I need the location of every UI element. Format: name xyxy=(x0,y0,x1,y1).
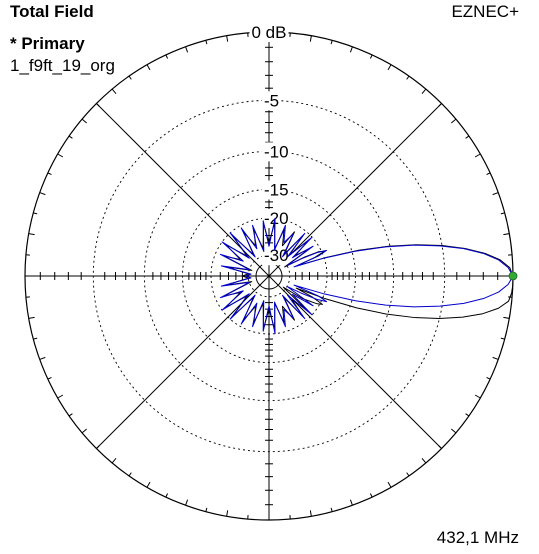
ring-label-6: -30 xyxy=(264,246,289,265)
ring-label-5: -20 xyxy=(264,209,289,228)
pattern-trace-2 xyxy=(219,217,514,335)
angle-tick xyxy=(438,445,442,449)
angle-tick xyxy=(226,510,229,517)
angle-tick xyxy=(500,212,505,215)
angle-tick xyxy=(492,192,499,196)
angle-tick xyxy=(492,356,499,360)
ring-label-3: -10 xyxy=(264,142,289,161)
angle-tick xyxy=(369,493,373,498)
angle-tick xyxy=(500,337,505,340)
angle-tick xyxy=(387,481,392,488)
angle-tick xyxy=(81,428,88,434)
angle-tick xyxy=(205,507,208,512)
angle-tick xyxy=(146,481,151,488)
angle-tick xyxy=(450,118,457,124)
angle-tick xyxy=(128,472,132,477)
angle-tick xyxy=(68,135,73,139)
angle-tick xyxy=(111,88,117,95)
angle-tick xyxy=(465,135,470,139)
angle-tick xyxy=(349,46,353,53)
angle-tick xyxy=(309,510,312,517)
trace-name-label: 1_f9ft_19_org xyxy=(10,56,115,75)
ring-label-bg xyxy=(262,91,282,111)
ring-label-2: -5 xyxy=(264,91,279,110)
ring-label-bg xyxy=(262,246,291,266)
ring-label-1: 0 dB xyxy=(252,23,287,42)
angle-tick xyxy=(474,394,481,399)
angle-tick xyxy=(28,316,35,319)
frequency-label: 432,1 MHz xyxy=(436,528,519,547)
angle-tick xyxy=(96,103,100,107)
angle-tick xyxy=(205,40,208,45)
angle-tick xyxy=(474,153,481,158)
brand-label: EZNEC+ xyxy=(451,2,519,21)
angle-tick xyxy=(503,233,510,236)
ring-label-4: -15 xyxy=(264,180,289,199)
ring-label-bg xyxy=(249,23,289,42)
angle-tick xyxy=(421,88,427,95)
angle-tick xyxy=(111,457,117,464)
angle-tick xyxy=(330,507,333,512)
ring-label-bg xyxy=(262,180,291,200)
spoke-315 xyxy=(268,275,442,449)
primary-trace-label: * Primary xyxy=(10,34,85,53)
angle-tick xyxy=(406,472,410,477)
angle-tick xyxy=(47,376,52,380)
angle-tick xyxy=(503,316,510,319)
angle-tick xyxy=(369,54,373,59)
max-gain-marker xyxy=(508,271,518,281)
angle-tick xyxy=(185,46,189,53)
angle-tick xyxy=(96,445,100,449)
angle-tick xyxy=(165,54,169,59)
angle-tick xyxy=(185,499,189,506)
ring-label-bg xyxy=(262,142,291,162)
angle-tick xyxy=(28,233,35,236)
angle-tick xyxy=(387,64,392,71)
angle-tick xyxy=(146,64,151,71)
angle-tick xyxy=(165,493,169,498)
angle-tick xyxy=(47,172,52,176)
angle-tick xyxy=(33,212,38,215)
angle-tick xyxy=(39,192,46,196)
angle-tick xyxy=(486,376,491,380)
angle-tick xyxy=(330,40,333,45)
angle-tick xyxy=(486,172,491,176)
angle-tick xyxy=(438,103,442,107)
angle-tick xyxy=(465,413,470,417)
angle-tick xyxy=(57,153,64,158)
angle-tick xyxy=(226,35,229,42)
ring-label-bg xyxy=(262,209,291,229)
angle-tick xyxy=(421,457,427,464)
angle-tick xyxy=(33,337,38,340)
angle-tick xyxy=(309,35,312,42)
angle-tick xyxy=(57,394,64,399)
spoke-45 xyxy=(268,103,442,277)
angle-tick xyxy=(39,356,46,360)
plot-title: Total Field xyxy=(10,2,94,21)
angle-tick xyxy=(406,75,410,80)
angle-tick xyxy=(81,118,88,124)
angle-tick xyxy=(450,428,457,434)
angle-tick xyxy=(349,499,353,506)
angle-tick xyxy=(68,413,73,417)
angle-tick xyxy=(128,75,132,80)
